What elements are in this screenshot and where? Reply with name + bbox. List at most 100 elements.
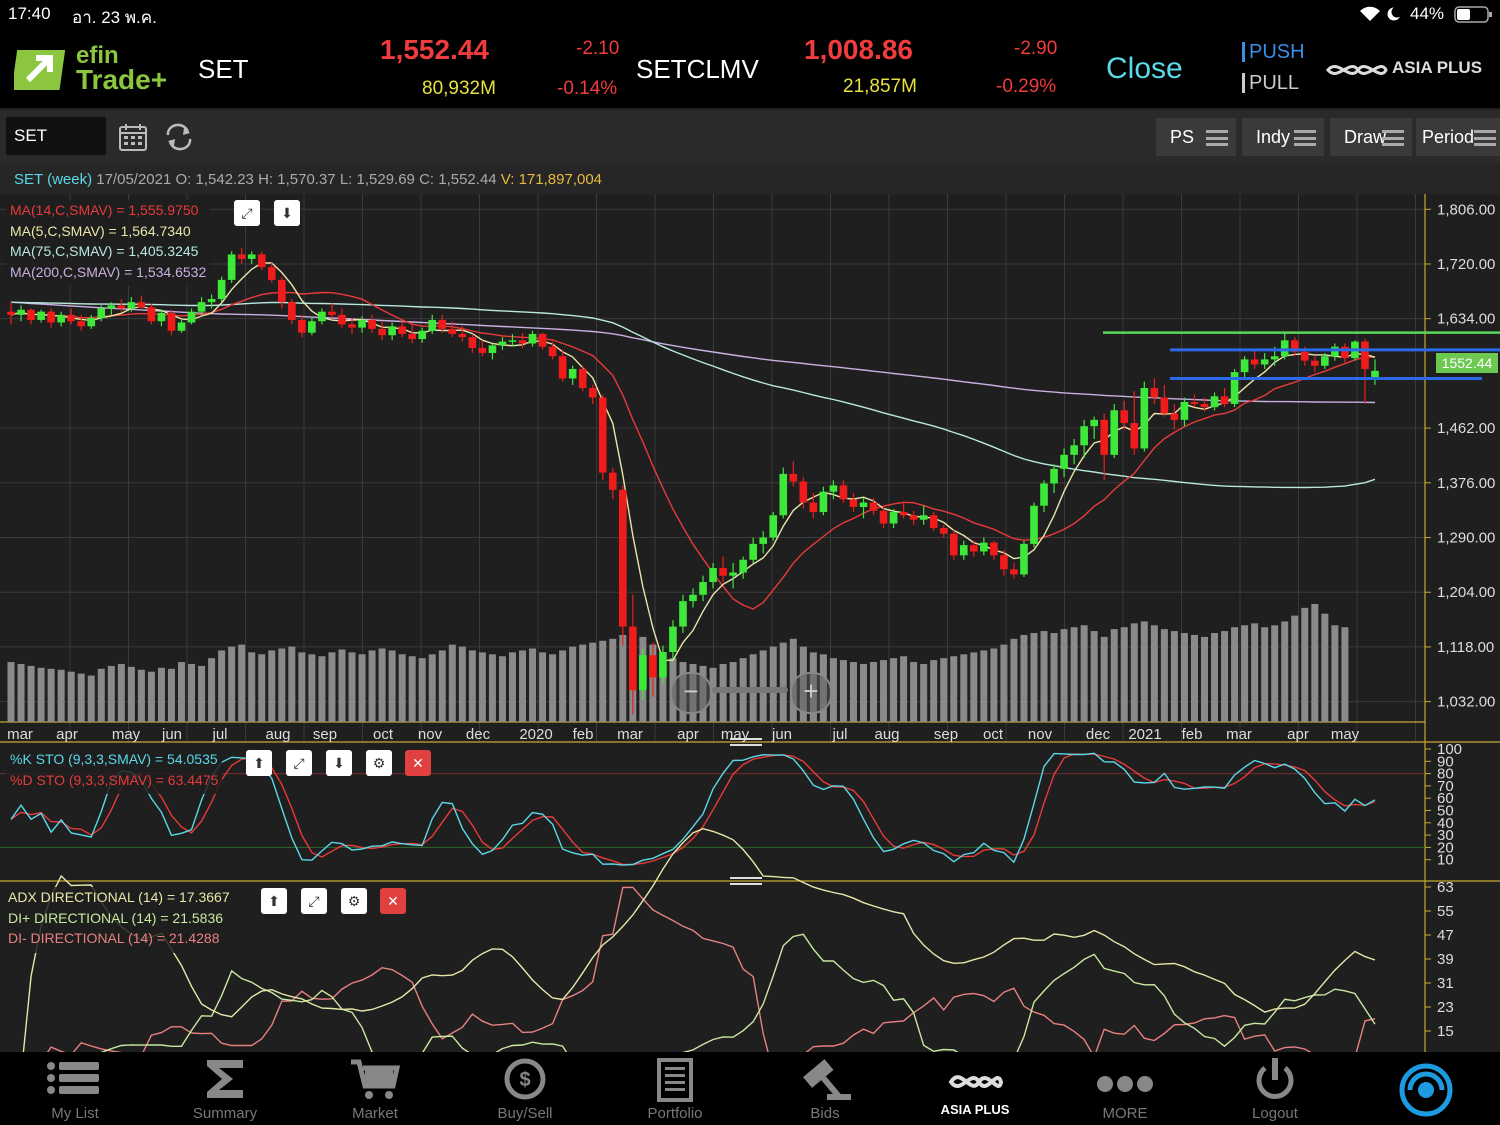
nav-my-list[interactable]: My List xyxy=(0,1052,150,1125)
symbol-input[interactable]: SET xyxy=(6,117,106,155)
index1-name[interactable]: SET xyxy=(198,54,249,84)
volume-bar xyxy=(1110,629,1118,722)
index2-name[interactable]: SETCLMV xyxy=(636,54,759,84)
candle-body xyxy=(87,318,96,327)
trend-lines[interactable] xyxy=(1103,331,1500,380)
nav-buy-sell[interactable]: $ Buy/Sell xyxy=(450,1052,600,1125)
time-tick-label: aug xyxy=(874,726,899,743)
candle-body xyxy=(418,330,427,340)
candle-body xyxy=(47,311,55,323)
candle-body xyxy=(869,502,878,511)
volume-bar xyxy=(1221,631,1229,722)
zoom-slider[interactable] xyxy=(712,687,788,693)
info-v-label: V: xyxy=(500,171,515,188)
candle-body xyxy=(588,388,597,398)
sto-move-down-button[interactable]: ⬇ xyxy=(326,750,352,776)
candle-body xyxy=(298,319,306,333)
gavel-icon xyxy=(803,1059,851,1100)
volume-bar xyxy=(559,650,567,722)
candle-body xyxy=(548,346,557,357)
volume-bar xyxy=(709,667,717,722)
index2-value: 1,008.86 xyxy=(804,34,913,65)
adx-expand-button[interactable]: ⤢ xyxy=(301,888,327,914)
volume-bar xyxy=(1120,627,1128,722)
expand-button[interactable]: ⤢ xyxy=(234,200,260,226)
candle-body xyxy=(97,308,106,319)
candle-body xyxy=(1361,341,1369,369)
candle-body xyxy=(388,326,396,336)
period-label: Period xyxy=(1422,127,1475,147)
candle-body xyxy=(1230,372,1239,404)
adx-move-up-button[interactable]: ⬆ xyxy=(261,888,287,914)
ma75-legend: MA(75,C,SMAV) = 1,405.3245 xyxy=(10,243,206,264)
volume-bar xyxy=(1000,644,1008,722)
volume-bar xyxy=(77,673,85,722)
adx-close-button[interactable]: ✕ xyxy=(380,888,406,914)
volume-bar xyxy=(67,671,75,722)
pull-button[interactable]: PULL xyxy=(1242,73,1299,93)
candle-body xyxy=(759,537,768,544)
zoom-in-button[interactable]: + xyxy=(790,672,832,714)
candle-body xyxy=(729,572,737,576)
logo-top-text: efin xyxy=(76,42,119,69)
sto-close-button[interactable]: ✕ xyxy=(405,750,431,776)
nav-more[interactable]: MORE xyxy=(1050,1052,1200,1125)
menu-icon xyxy=(1382,130,1404,146)
period-button[interactable]: Period xyxy=(1416,118,1500,156)
assistant-icon[interactable] xyxy=(1398,1062,1454,1118)
candle-body xyxy=(1200,403,1209,408)
volume-bar xyxy=(870,662,878,722)
draw-button[interactable]: Draw xyxy=(1330,118,1412,156)
time-tick-label: jul xyxy=(211,726,227,743)
volume-bar xyxy=(358,654,366,722)
zoom-out-button[interactable]: − xyxy=(670,672,712,714)
calendar-icon[interactable] xyxy=(118,122,148,152)
nav-market[interactable]: Market xyxy=(300,1052,450,1125)
indy-button[interactable]: Indy xyxy=(1242,118,1324,156)
ps-button[interactable]: PS xyxy=(1156,118,1236,156)
sto-settings-button[interactable]: ⚙ xyxy=(366,750,392,776)
volume-bar xyxy=(508,652,516,722)
volume-bar xyxy=(769,646,777,722)
candle-body xyxy=(749,543,757,560)
nav-portfolio[interactable]: Portfolio xyxy=(600,1052,750,1125)
refresh-icon[interactable] xyxy=(164,123,194,151)
sto-tick-label: 70 xyxy=(1437,778,1454,795)
volume-bar xyxy=(1321,613,1329,722)
volume-bar xyxy=(478,652,486,722)
candle-body xyxy=(959,545,968,556)
candle-body xyxy=(849,499,858,507)
time-tick-label: feb xyxy=(1182,726,1203,743)
sigma-icon xyxy=(207,1060,243,1098)
candle-body xyxy=(558,356,567,379)
efin-logo-icon xyxy=(14,50,66,90)
nav-summary[interactable]: Summary xyxy=(150,1052,300,1125)
nav-bids[interactable]: Bids xyxy=(750,1052,900,1125)
nav-logout[interactable]: Logout xyxy=(1200,1052,1350,1125)
sto-tick-label: 30 xyxy=(1437,827,1454,844)
battery-percent: 44% xyxy=(1410,4,1445,23)
info-h-label: H: xyxy=(258,171,274,188)
volume-bar xyxy=(1130,623,1138,722)
price-tick-label: 1,806.00 xyxy=(1437,201,1495,218)
volume-bar xyxy=(839,660,847,722)
push-button[interactable]: PUSH xyxy=(1242,42,1305,62)
sto-expand-button[interactable]: ⤢ xyxy=(286,750,312,776)
nav-label: Bids xyxy=(810,1105,840,1122)
volume-bar xyxy=(890,658,898,722)
volume-bar xyxy=(408,656,416,722)
candle-body xyxy=(719,568,727,576)
volume-bar xyxy=(1211,633,1219,722)
volume-bar xyxy=(549,654,557,722)
volume-bar xyxy=(268,650,276,722)
sto-move-up-button[interactable]: ⬆ xyxy=(246,750,272,776)
adx-settings-button[interactable]: ⚙ xyxy=(341,888,367,914)
move-down-button[interactable]: ⬇ xyxy=(274,200,300,226)
chart-area[interactable]: 1,806.00 1,720.00 1,634.00 1,462.00 1,376.00… xyxy=(0,194,1500,1052)
price-tick-label: 1,290.00 xyxy=(1437,530,1495,547)
volume-bar xyxy=(1060,629,1068,722)
nav-label: Logout xyxy=(1252,1105,1298,1122)
nav-asia-plus[interactable]: ASIA PLUS xyxy=(900,1052,1050,1125)
info-open: 1,542.23 xyxy=(195,171,254,188)
